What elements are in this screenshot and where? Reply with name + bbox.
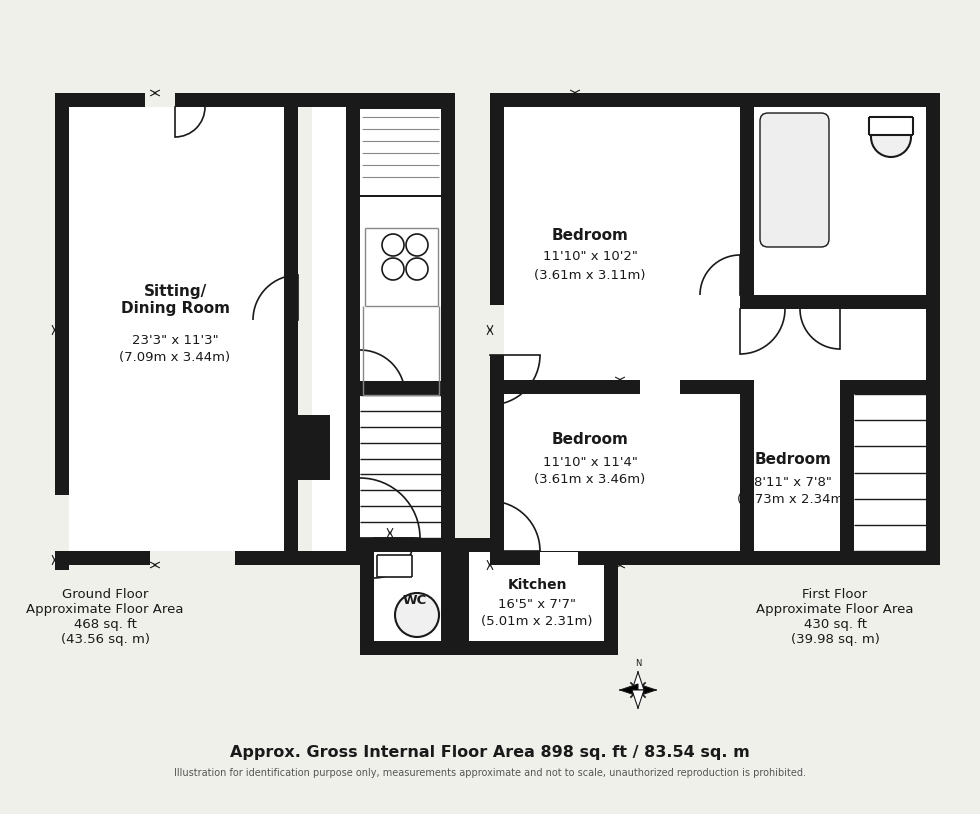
- Bar: [754, 309, 854, 380]
- Bar: [377, 555, 412, 577]
- Bar: [360, 395, 441, 538]
- Bar: [55, 551, 150, 565]
- Text: Sitting/
Dining Room: Sitting/ Dining Room: [121, 284, 229, 316]
- Bar: [360, 641, 455, 655]
- Bar: [455, 641, 618, 655]
- Text: 16'5" x 7'7": 16'5" x 7'7": [498, 597, 576, 610]
- Bar: [504, 394, 740, 551]
- Bar: [55, 93, 145, 107]
- Bar: [441, 93, 455, 395]
- Text: (3.61m x 3.46m): (3.61m x 3.46m): [534, 474, 646, 487]
- Bar: [840, 380, 854, 565]
- Bar: [854, 394, 926, 551]
- Bar: [490, 355, 504, 565]
- Bar: [840, 380, 940, 394]
- Bar: [578, 551, 740, 565]
- Text: (2.73m x 2.34m): (2.73m x 2.34m): [737, 493, 849, 506]
- Bar: [346, 93, 360, 565]
- Bar: [284, 93, 298, 565]
- Bar: [284, 415, 330, 480]
- Bar: [869, 117, 913, 135]
- Polygon shape: [632, 690, 644, 708]
- Text: First Floor
Approximate Floor Area
430 sq. ft
(39.98 sq. m): First Floor Approximate Floor Area 430 s…: [757, 588, 913, 646]
- Bar: [360, 93, 455, 107]
- Bar: [360, 552, 441, 641]
- Text: (5.01m x 2.31m): (5.01m x 2.31m): [481, 615, 593, 628]
- Bar: [740, 295, 940, 309]
- Bar: [360, 381, 455, 395]
- Bar: [69, 107, 298, 551]
- Bar: [69, 107, 284, 551]
- Bar: [455, 538, 618, 552]
- Bar: [55, 551, 69, 570]
- Bar: [490, 551, 540, 565]
- Circle shape: [395, 593, 439, 637]
- Bar: [490, 93, 504, 305]
- Bar: [441, 395, 455, 538]
- Text: Bedroom: Bedroom: [552, 227, 628, 243]
- Text: Ground Floor
Approximate Floor Area
468 sq. ft
(43.56 sq. m): Ground Floor Approximate Floor Area 468 …: [26, 588, 184, 646]
- Text: Approx. Gross Internal Floor Area 898 sq. ft / 83.54 sq. m: Approx. Gross Internal Floor Area 898 sq…: [230, 745, 750, 759]
- Text: Bedroom: Bedroom: [755, 453, 831, 467]
- Bar: [604, 538, 618, 655]
- Bar: [360, 107, 441, 109]
- Text: (7.09m x 3.44m): (7.09m x 3.44m): [120, 352, 230, 365]
- Bar: [298, 551, 360, 565]
- Bar: [926, 93, 940, 565]
- Circle shape: [871, 117, 911, 157]
- Bar: [680, 380, 740, 394]
- Polygon shape: [638, 684, 656, 696]
- Bar: [235, 551, 298, 565]
- Text: WC: WC: [403, 593, 427, 606]
- Text: (3.61m x 3.11m): (3.61m x 3.11m): [534, 269, 646, 282]
- Bar: [754, 394, 840, 551]
- Bar: [360, 107, 441, 395]
- Bar: [360, 538, 455, 552]
- Text: 8'11" x 7'8": 8'11" x 7'8": [754, 475, 832, 488]
- Bar: [740, 295, 854, 309]
- Bar: [312, 107, 374, 551]
- Bar: [360, 107, 441, 197]
- Bar: [441, 538, 455, 655]
- Bar: [455, 538, 469, 655]
- Text: 11'10" x 10'2": 11'10" x 10'2": [543, 251, 637, 264]
- Bar: [740, 93, 754, 295]
- Bar: [740, 551, 940, 565]
- Bar: [490, 93, 940, 107]
- Bar: [360, 195, 441, 197]
- Bar: [740, 380, 754, 565]
- Text: Kitchen: Kitchen: [508, 578, 566, 592]
- Bar: [469, 552, 604, 641]
- Bar: [55, 93, 69, 495]
- Text: Illustration for identification purpose only, measurements approximate and not t: Illustration for identification purpose …: [174, 768, 806, 778]
- Bar: [754, 107, 926, 295]
- Bar: [504, 107, 740, 380]
- Text: 11'10" x 11'4": 11'10" x 11'4": [543, 456, 637, 469]
- Bar: [298, 93, 360, 107]
- Bar: [762, 115, 827, 245]
- Bar: [360, 538, 374, 655]
- Text: 23'3" x 11'3": 23'3" x 11'3": [131, 334, 219, 347]
- Bar: [175, 93, 298, 107]
- Bar: [504, 107, 926, 551]
- Text: Bedroom: Bedroom: [552, 432, 628, 448]
- Polygon shape: [632, 672, 644, 690]
- Polygon shape: [620, 684, 638, 696]
- Text: N: N: [635, 659, 641, 668]
- Bar: [490, 380, 640, 394]
- FancyBboxPatch shape: [760, 113, 829, 247]
